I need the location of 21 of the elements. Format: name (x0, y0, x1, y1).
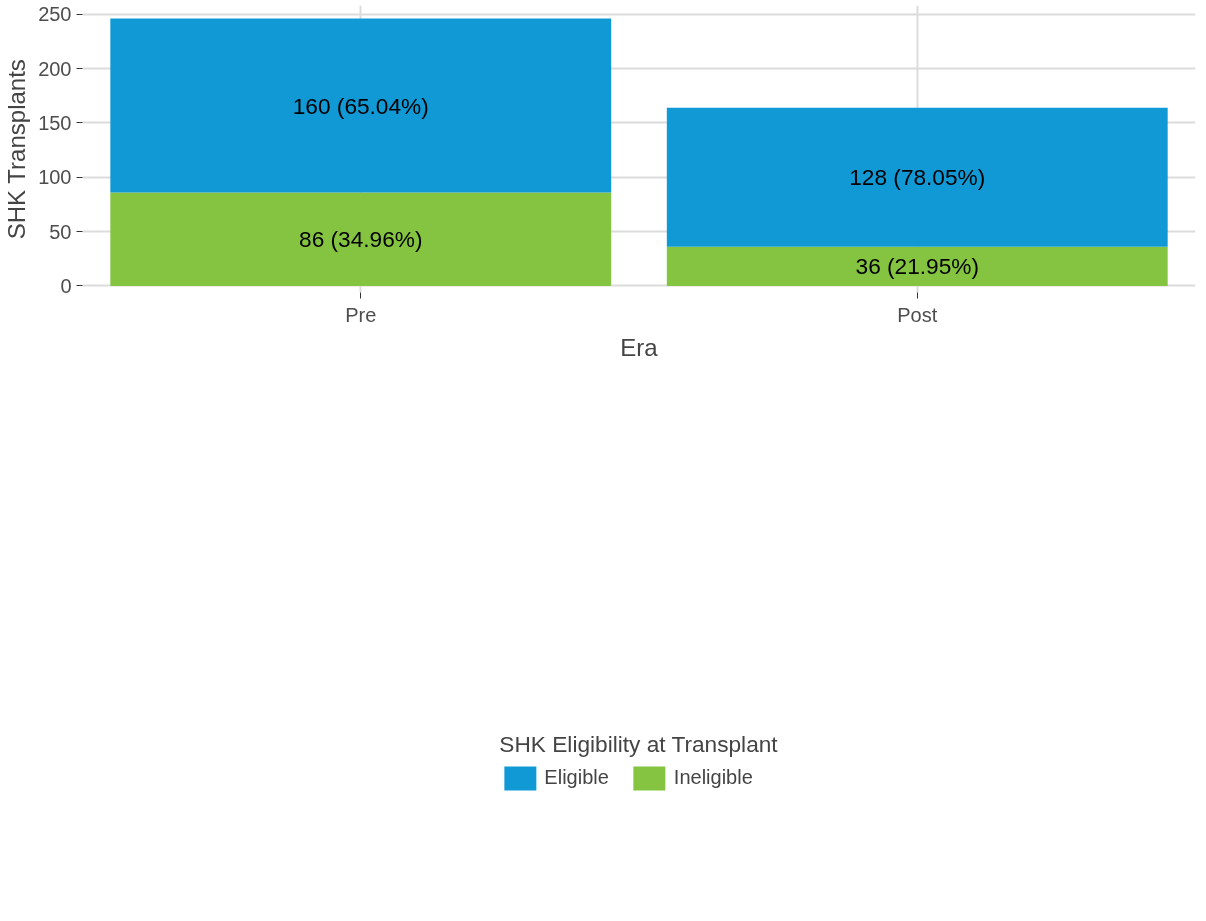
bar (666, 246, 1168, 286)
x-tick-label: Pre (345, 303, 377, 326)
y-tick-label: 250 (38, 3, 72, 26)
bar (110, 192, 612, 286)
y-tick-label: 200 (38, 57, 72, 80)
data-label: 36 (21.95%) (855, 253, 979, 280)
y-tick-label: 0 (60, 274, 72, 297)
y-axis-title: SHK Transplants (3, 59, 31, 240)
legend-label: Eligible (544, 766, 609, 789)
bar (110, 18, 612, 193)
legend-title: SHK Eligibility at Transplant (499, 730, 778, 758)
x-axis-title: Era (620, 333, 659, 361)
x-tick-label: Post (897, 303, 938, 326)
y-tick-label: 100 (38, 166, 72, 189)
bar (666, 107, 1168, 247)
data-label: 128 (78.05%) (849, 164, 986, 191)
data-label: 86 (34.96%) (299, 226, 423, 253)
legend-label: Ineligible (673, 766, 753, 789)
data-label: 160 (65.04%) (292, 92, 429, 119)
y-tick-label: 50 (49, 220, 72, 243)
y-tick-label: 150 (38, 111, 72, 134)
